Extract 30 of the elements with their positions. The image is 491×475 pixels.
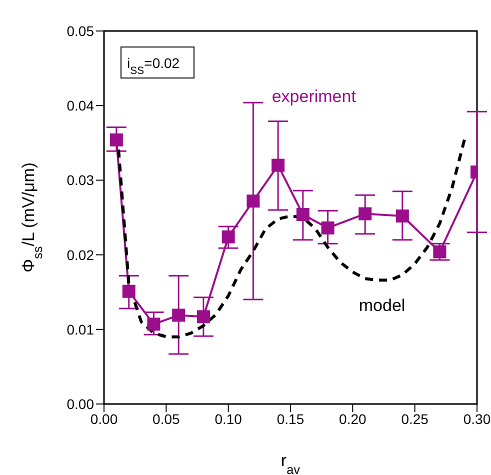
point [110,133,123,146]
point [321,221,334,234]
point [147,318,160,331]
point [272,158,285,172]
point [172,308,186,322]
x-tick-label: 0.25 [401,410,429,427]
x-tick-label: 0.10 [214,410,242,427]
point [196,310,210,324]
x-tick-label: 0.30 [463,410,491,427]
point [296,208,310,222]
x-tick-label: 0.00 [90,410,118,427]
series-label: model [358,296,406,315]
point [122,284,136,298]
annotation: i$_{SS}$=0.02 [127,55,180,77]
y-tick-label: 0.01 [66,321,94,338]
point [222,230,235,244]
y-tick-label: 0.03 [66,172,94,188]
y-tick-label: 0.02 [66,246,94,263]
text: experiment [272,86,356,106]
x-tick-label: 0.05 [152,410,180,427]
point [246,194,260,208]
point [358,207,372,220]
y-tick-label: 0.00 [66,396,94,412]
x-tick-label: 0.15 [276,410,304,427]
x-axis-title: r$_{av}$ [280,451,301,475]
x-tick-label: 0.20 [339,410,367,427]
y-tick-label: 0.04 [66,98,94,114]
point [433,245,446,258]
y-tick-label: 0.05 [66,22,94,39]
point [396,210,409,223]
